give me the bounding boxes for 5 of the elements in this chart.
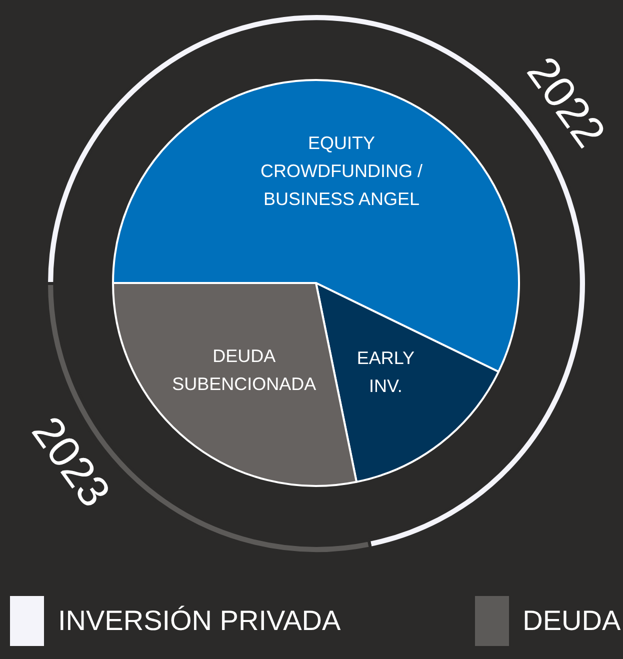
text: DEUDA: [522, 605, 621, 637]
slice-label: EARLY INV.: [356, 348, 415, 396]
slice-label: EQUITY CROWDFUNDING / BUSINESS ANGEL: [260, 133, 422, 210]
text: INVERSIÓN PRIVADA: [58, 605, 341, 637]
slice-label: DEUDA SUBENCIONADA: [172, 346, 316, 394]
